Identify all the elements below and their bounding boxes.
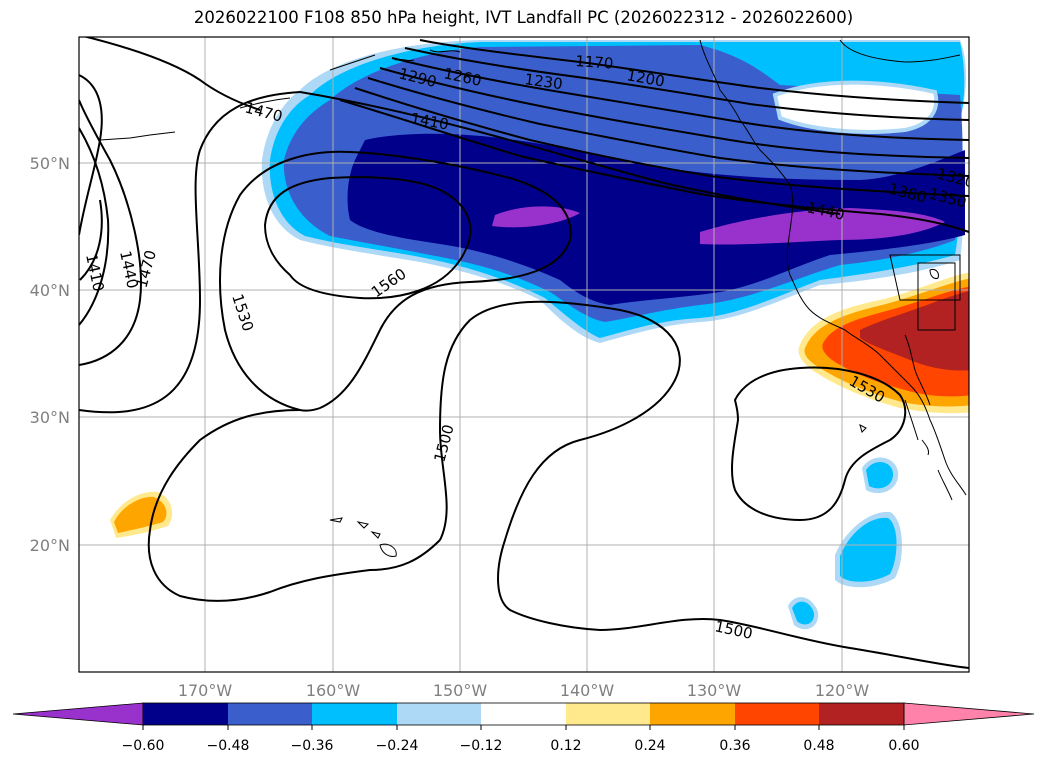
colorbar-swatch xyxy=(566,703,650,725)
lon-label: 160°W xyxy=(306,681,361,700)
figure-title: 2026022100 F108 850 hPa height, IVT Land… xyxy=(193,8,854,27)
shading-white-hole xyxy=(775,82,937,132)
colorbar-swatch xyxy=(312,703,397,725)
contour-label: 1170 xyxy=(575,52,614,73)
colorbar-tick-label: −0.24 xyxy=(376,738,419,754)
shading-blob-1-core xyxy=(866,462,894,489)
lat-label: 30°N xyxy=(30,408,70,427)
colorbar-swatch xyxy=(650,703,735,725)
colorbar-tick-label: 0.12 xyxy=(550,738,581,754)
colorbar-swatch xyxy=(397,703,481,725)
colorbar-swatch xyxy=(481,703,566,725)
colorbar-tick-label: 0.60 xyxy=(888,738,919,754)
lon-label: 150°W xyxy=(433,681,488,700)
colorbar-extend-min xyxy=(12,702,144,726)
colorbar-tick-label: 0.24 xyxy=(634,738,665,754)
height-contours xyxy=(79,37,969,669)
lat-label: 50°N xyxy=(30,154,70,173)
latitude-labels: 50°N 40°N 30°N 20°N xyxy=(30,154,70,555)
colorbar-swatch xyxy=(228,703,312,725)
colorbar-frame xyxy=(142,702,905,726)
lon-label: 170°W xyxy=(178,681,233,700)
graticule xyxy=(79,37,969,672)
map-frame xyxy=(78,36,970,673)
lon-label: 140°W xyxy=(560,681,615,700)
colorbar-tick-label: −0.12 xyxy=(460,738,503,754)
shading-blob-3-core xyxy=(792,601,815,625)
shading-pos-dark-red xyxy=(860,290,969,371)
longitude-labels: 170°W 160°W 150°W 140°W 130°W 120°W xyxy=(178,681,870,700)
contour-labels: 1170 1200 1230 1260 1290 1410 1470 1410 … xyxy=(82,52,969,643)
colorbar-tick-label: 0.36 xyxy=(719,738,750,754)
colorbar-tick-label: 0.48 xyxy=(803,738,834,754)
map-area: 1170 1200 1230 1260 1290 1410 1470 1410 … xyxy=(79,37,969,672)
colorbar: −0.60 −0.48 −0.36 −0.24 −0.12 0.12 0.24 … xyxy=(12,702,1035,754)
shading-cyan-hole-rim xyxy=(772,80,939,134)
colorbar-tick-label: −0.36 xyxy=(291,738,334,754)
colorbar-extend-max xyxy=(903,702,1035,726)
lon-label: 130°W xyxy=(687,681,742,700)
colorbar-tick-label: −0.48 xyxy=(207,738,250,754)
colorbar-swatch xyxy=(819,703,904,725)
lat-label: 20°N xyxy=(30,536,70,555)
shading-purple-east xyxy=(700,208,945,245)
shading-purple-west xyxy=(492,206,580,228)
colorbar-swatch xyxy=(735,703,819,725)
contour-label: 1230 xyxy=(523,70,563,93)
lat-label: 40°N xyxy=(30,281,70,300)
colorbar-swatch xyxy=(143,703,228,725)
lon-label: 120°W xyxy=(815,681,870,700)
shading-blob-2-core xyxy=(840,517,897,582)
shading-pos-hawaii-orange xyxy=(114,496,167,533)
colorbar-tick-label: −0.60 xyxy=(122,738,165,754)
